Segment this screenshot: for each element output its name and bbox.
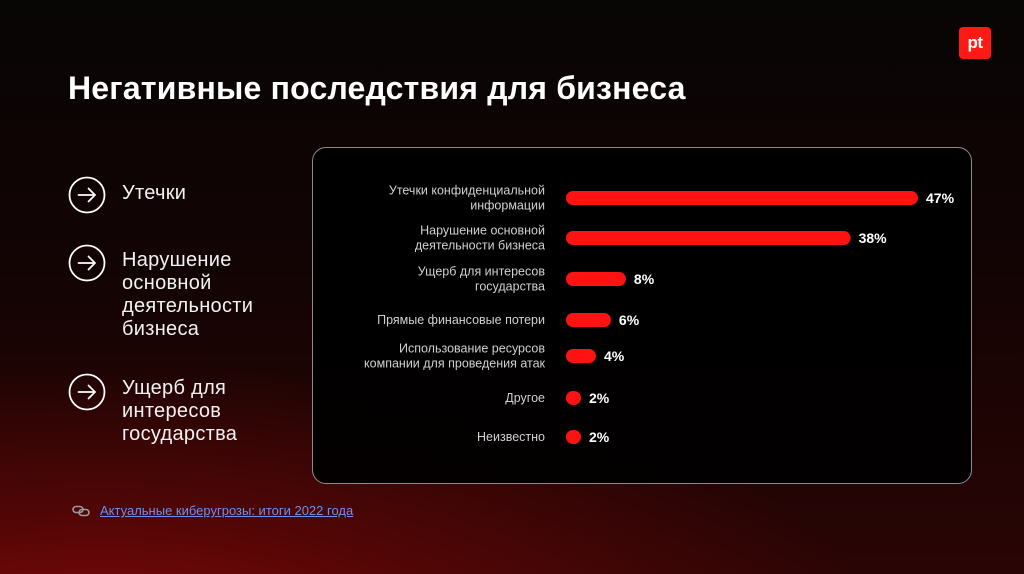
category-label-line: Нарушение основной bbox=[420, 224, 545, 238]
category-label-line: Утечки конфиденциальной bbox=[389, 184, 545, 198]
category-label: Ущерб для интересов государства bbox=[418, 265, 546, 294]
bullet-text: Нарушение основной деятельности бизнеса bbox=[122, 249, 254, 340]
category-label-line: Другое bbox=[505, 391, 545, 405]
link-icon bbox=[72, 505, 90, 516]
chart-panel: 47% Утечки конфиденциальной информации 38% Н… bbox=[312, 147, 972, 484]
category-label-line: информации bbox=[470, 199, 545, 213]
category-label-line: Неизвестно bbox=[477, 430, 545, 444]
data-label: 47% bbox=[926, 190, 955, 206]
category-label-line: Использование ресурсов bbox=[399, 342, 545, 356]
category-label: Неизвестно bbox=[477, 430, 545, 444]
bullet-leaks: Утечки bbox=[68, 176, 186, 214]
category-label: Другое bbox=[505, 391, 545, 405]
data-label: 2% bbox=[589, 390, 610, 406]
category-label-line: Прямые финансовые потери bbox=[377, 313, 545, 327]
pt-logo: pt bbox=[959, 27, 991, 59]
data-label: 4% bbox=[604, 348, 625, 364]
bar bbox=[566, 349, 596, 363]
source-link[interactable]: Актуальные киберугрозы: итоги 2022 года bbox=[72, 503, 353, 518]
category-label: Использование ресурсов компании для прове… bbox=[364, 342, 545, 371]
bar-chart: 47% Утечки конфиденциальной информации 38% Н… bbox=[364, 184, 955, 446]
bar bbox=[566, 430, 581, 444]
category-label-line: деятельности бизнеса bbox=[415, 239, 545, 253]
category-label-line: компании для проведения атак bbox=[364, 357, 545, 371]
category-label: Утечки конфиденциальной информации bbox=[389, 184, 545, 213]
arrow-right-circle-icon bbox=[68, 244, 106, 282]
page-title: Негативные последствия для бизнеса bbox=[68, 70, 686, 106]
bullet-text: Утечки bbox=[122, 182, 187, 204]
data-label: 2% bbox=[589, 429, 610, 445]
bar bbox=[566, 313, 611, 327]
data-label: 38% bbox=[859, 230, 888, 246]
category-label: Прямые финансовые потери bbox=[377, 313, 545, 327]
logo-text: pt bbox=[967, 33, 983, 52]
source-link-text[interactable]: Актуальные киберугрозы: итоги 2022 года bbox=[100, 503, 354, 518]
category-label: Нарушение основной деятельности бизнеса bbox=[415, 224, 545, 253]
bar bbox=[566, 191, 918, 205]
bar bbox=[566, 272, 626, 286]
bar bbox=[566, 231, 851, 245]
bar bbox=[566, 391, 581, 405]
category-label-line: государства bbox=[475, 280, 545, 294]
data-label: 8% bbox=[634, 271, 655, 287]
bullet-text: Ущерб для интересов государства bbox=[122, 377, 238, 445]
arrow-right-circle-icon bbox=[68, 373, 106, 411]
bullet-business-disruption: Нарушение основной деятельности бизнеса bbox=[68, 244, 253, 341]
bullet-state-damage: Ущерб для интересов государства bbox=[68, 373, 237, 446]
arrow-right-circle-icon bbox=[68, 176, 106, 214]
data-label: 6% bbox=[619, 312, 640, 328]
category-label-line: Ущерб для интересов bbox=[418, 265, 546, 279]
